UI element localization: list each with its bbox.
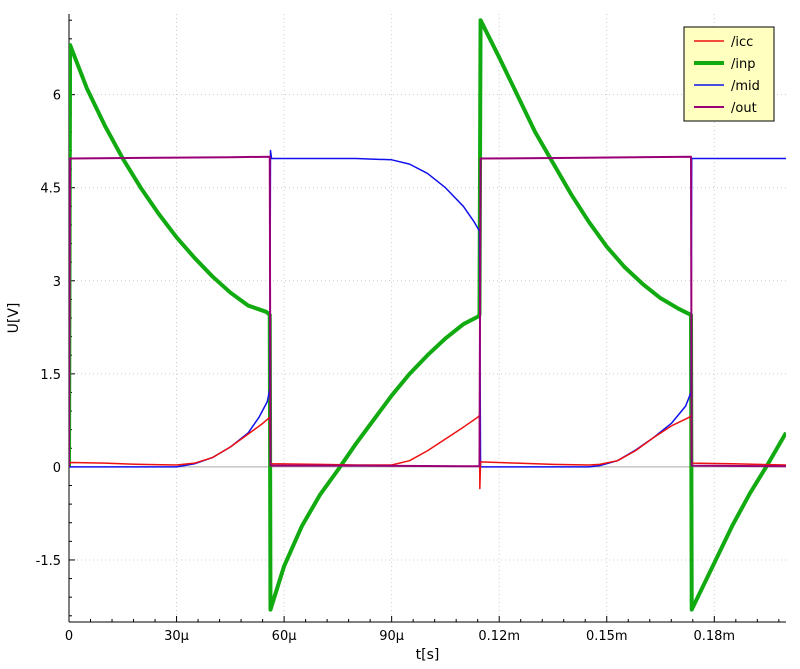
- legend-label-icc: /icc: [731, 35, 753, 50]
- legend-box: [683, 26, 775, 122]
- series-line-out: [69, 155, 786, 468]
- y-tick-label-4-5: 4.5: [40, 182, 61, 197]
- legend: /icc/inp/mid/out: [683, 26, 775, 122]
- grid: [68, 14, 786, 622]
- x-tick-label-0-18m: 0.18m: [693, 629, 735, 644]
- legend-label-out: /out: [731, 101, 757, 116]
- y-tick-label-1-5: 1.5: [40, 368, 61, 383]
- y-tick-label-3: 3: [53, 275, 61, 290]
- x-tick-label-90: 90µ: [379, 629, 404, 644]
- x-tick-label-0: 0: [65, 629, 73, 644]
- x-tick-label-0-15m: 0.15m: [586, 629, 628, 644]
- y-tick-label-1-5: -1.5: [36, 554, 61, 569]
- y-tick-label-0: 0: [53, 461, 61, 476]
- legend-label-mid: /mid: [731, 79, 760, 94]
- legend-label-inp: /inp: [731, 57, 755, 72]
- series-line-inp: [69, 18, 786, 612]
- x-tick-label-0-12m: 0.12m: [478, 629, 520, 644]
- x-axis-title: t[s]: [416, 647, 440, 663]
- y-tick-label-6: 6: [53, 89, 61, 104]
- plot-area: [69, 18, 786, 612]
- series-line-icc: [69, 414, 786, 490]
- x-tick-label-30: 30µ: [164, 629, 189, 644]
- axes: 0 30µ 60µ 90µ 0.12m 0.15m 0.18m -1.5 0 1.5 3 4.5 6: [36, 14, 786, 644]
- y-axis-title: U[V]: [6, 303, 22, 334]
- x-tick-label-60: 60µ: [272, 629, 297, 644]
